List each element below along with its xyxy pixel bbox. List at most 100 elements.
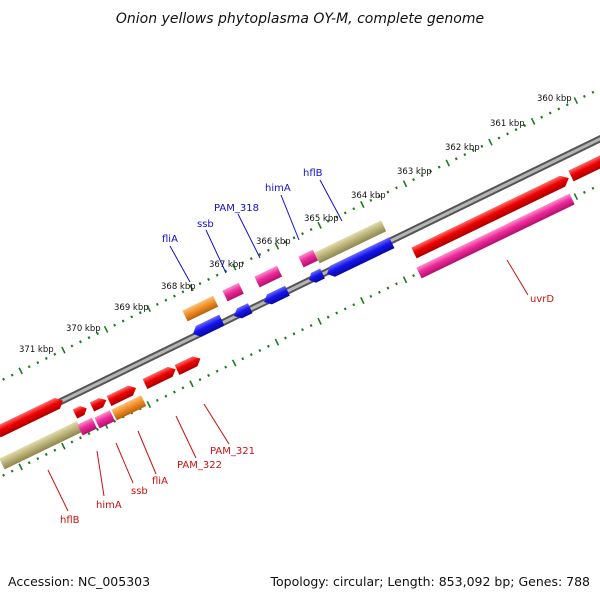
uvrD-gene xyxy=(411,175,569,259)
scale-tick xyxy=(164,394,168,398)
scale-tick xyxy=(79,340,82,344)
scale-tick xyxy=(249,257,253,261)
scale-tick xyxy=(420,173,424,177)
scale-tick xyxy=(70,344,74,348)
scale-tick xyxy=(454,157,458,161)
scale-tick xyxy=(377,194,381,198)
scale-tick xyxy=(309,227,313,232)
gene-arrow xyxy=(568,153,600,182)
scale-tick xyxy=(591,90,595,94)
scale-tick xyxy=(402,180,408,188)
scale-tick xyxy=(369,294,373,298)
gene-arrow-reverse xyxy=(234,303,253,319)
scale-tick xyxy=(402,276,408,284)
PAM_318-gene xyxy=(254,265,283,288)
scale-tick xyxy=(231,359,237,367)
fliA-gene xyxy=(111,395,147,421)
scale-tick xyxy=(146,305,152,313)
scale-tick xyxy=(412,178,415,182)
kbp-label: 361 kbp xyxy=(490,119,525,129)
scale-tick xyxy=(557,107,561,111)
gene-label-himA: himA xyxy=(265,183,291,194)
gene-label-ssb: ssb xyxy=(131,486,148,497)
scale-tick xyxy=(61,346,66,354)
scale-tick xyxy=(352,207,356,211)
gene-label-hflB: hflB xyxy=(303,168,323,179)
scale-tick xyxy=(412,274,415,278)
kbp-label: 369 kbp xyxy=(114,303,149,313)
gene-arrow-reverse xyxy=(327,237,395,277)
himA-gene xyxy=(298,249,319,268)
kbp-label: 367 kbp xyxy=(209,260,244,270)
scale-tick xyxy=(96,331,99,336)
scale-tick xyxy=(155,398,159,402)
scale-tick xyxy=(309,323,313,328)
scale-tick xyxy=(292,236,296,240)
gene-arrow-reverse xyxy=(264,285,290,305)
scale-tick xyxy=(284,336,287,340)
scale-tick xyxy=(215,273,219,277)
gene-arrow xyxy=(0,397,63,438)
scale-tick xyxy=(249,353,253,357)
scale-tick xyxy=(215,369,219,373)
gene-label-PAM_321: PAM_321 xyxy=(210,446,255,457)
scale-tick xyxy=(343,307,347,311)
scale-tick xyxy=(274,338,280,346)
gene-arrow xyxy=(72,406,87,419)
scale-tick xyxy=(189,284,194,292)
scale-tick xyxy=(573,97,579,105)
scale-tick xyxy=(138,311,142,315)
scale-tick xyxy=(61,442,66,450)
scale-tick xyxy=(565,103,569,107)
hflB-gene xyxy=(314,220,387,264)
scale-tick xyxy=(352,303,356,307)
scale-tick xyxy=(10,469,14,473)
scale-tick xyxy=(87,432,91,436)
scale-tick xyxy=(79,436,82,440)
scale-tick xyxy=(284,240,287,244)
genome-summary-text: Topology: circular; Length: 853,092 bp; … xyxy=(270,574,591,589)
scale-tick xyxy=(181,386,185,390)
scale-tick xyxy=(113,323,117,327)
gene-arrow xyxy=(106,385,137,406)
scale-tick xyxy=(377,290,381,294)
scale-tick xyxy=(360,297,365,305)
hflB-gene xyxy=(0,421,83,470)
top-gene-labels: hflB himA PAM_318 ssb fliA xyxy=(162,168,343,283)
scale-tick xyxy=(317,221,322,229)
scale-tick xyxy=(53,352,57,356)
scale-tick xyxy=(181,290,185,294)
scale-tick xyxy=(326,315,330,319)
scale-tick xyxy=(360,201,365,209)
scale-tick xyxy=(70,440,74,444)
scale-tick xyxy=(317,317,322,325)
scale-tick xyxy=(395,282,398,286)
kbp-label: 368 kbp xyxy=(161,282,196,292)
scale-tick xyxy=(155,302,159,306)
scale-tick xyxy=(189,380,194,388)
fliA-gene xyxy=(182,295,219,322)
scale-tick xyxy=(386,190,390,194)
gene-label-uvrD: uvrD xyxy=(530,294,554,305)
scale-tick xyxy=(121,319,125,323)
kbp-label: 364 kbp xyxy=(351,191,386,201)
uvrD-gene xyxy=(416,193,575,279)
scale-tick xyxy=(96,427,99,432)
gene-label-fliA: fliA xyxy=(162,234,178,245)
scale-tick xyxy=(386,286,390,290)
bottom-gene-labels: uvrD PAM_321 PAM_322 fliA ssb himA hflB xyxy=(47,259,554,526)
scale-tick xyxy=(301,328,304,332)
kbp-label: 371 kbp xyxy=(19,345,54,355)
scale-tick xyxy=(44,356,48,360)
scale-tick xyxy=(488,138,493,146)
gene-label-hflB: hflB xyxy=(60,515,80,526)
kbp-label: 366 kbp xyxy=(256,237,291,247)
scale-tick xyxy=(231,263,237,271)
scale-tick xyxy=(2,377,6,381)
scale-tick xyxy=(53,448,57,452)
scale-tick xyxy=(437,165,441,169)
kbp-label: 365 kbp xyxy=(304,214,339,224)
scale-tick xyxy=(335,311,339,315)
scale-tick xyxy=(164,298,168,302)
